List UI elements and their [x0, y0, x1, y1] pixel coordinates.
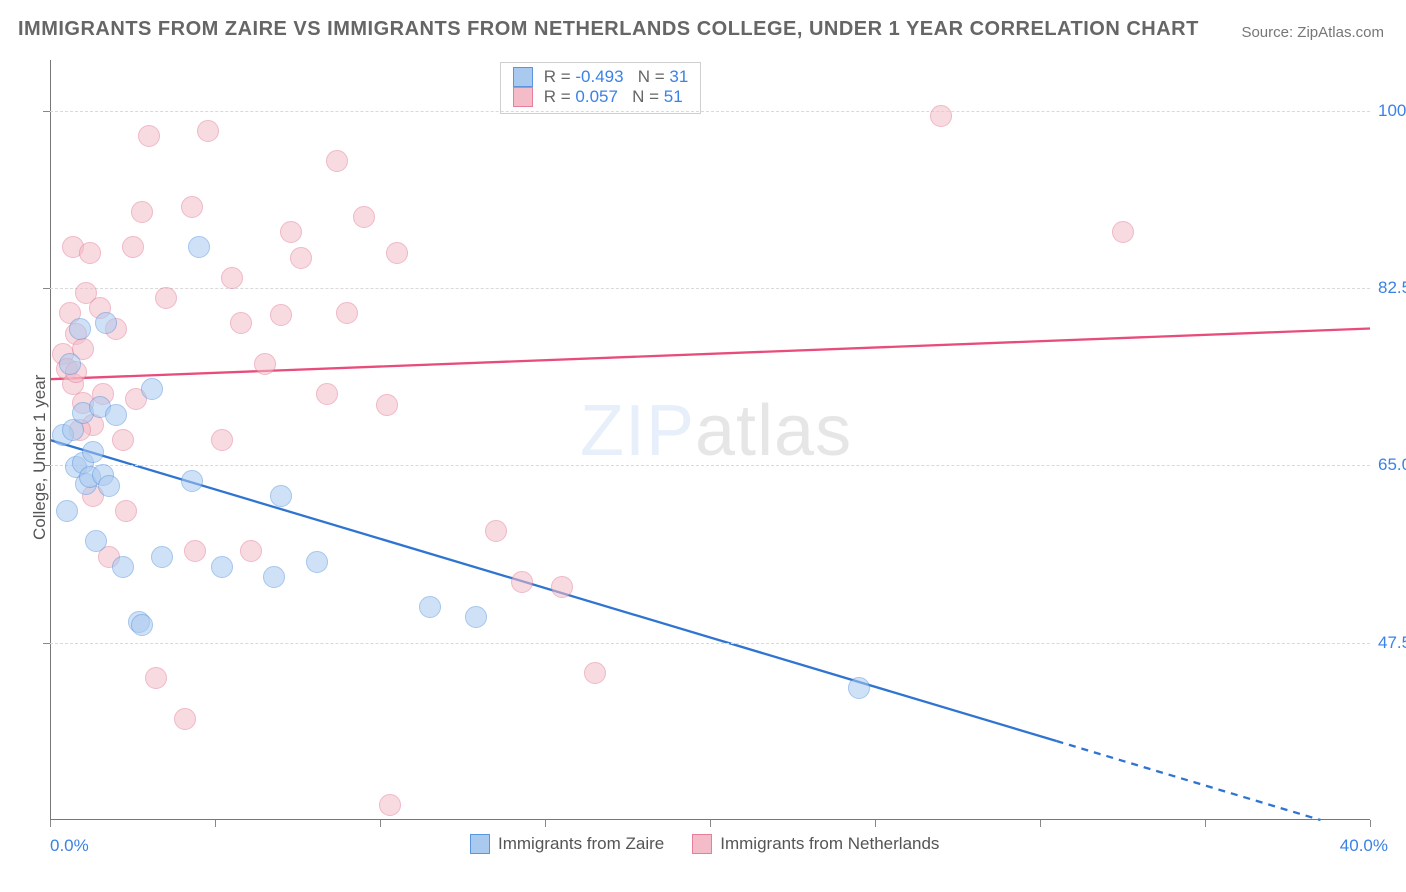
x-tick: [1205, 820, 1206, 827]
gridline-h: [50, 111, 1370, 112]
data-point: [211, 429, 233, 451]
data-point: [122, 236, 144, 258]
gridline-h: [50, 288, 1370, 289]
data-point: [184, 540, 206, 562]
y-tick: [43, 288, 50, 289]
source-label: Source: ZipAtlas.com: [1241, 24, 1384, 41]
x-tick: [1370, 820, 1371, 827]
gridline-h: [50, 465, 1370, 466]
data-point: [56, 500, 78, 522]
x-min-label: 0.0%: [50, 836, 89, 856]
plot-area: ZIPatlas R = -0.493 N = 31 R = 0.057 N =…: [50, 60, 1370, 820]
legend-label: Immigrants from Netherlands: [720, 834, 939, 854]
data-point: [131, 614, 153, 636]
data-point: [131, 201, 153, 223]
legend-bottom: Immigrants from Zaire Immigrants from Net…: [470, 834, 939, 854]
data-point: [485, 520, 507, 542]
legend-stat-text: R = 0.057 N = 51: [539, 87, 683, 107]
legend-label: Immigrants from Zaire: [498, 834, 664, 854]
data-point: [221, 267, 243, 289]
data-point: [848, 677, 870, 699]
data-point: [551, 576, 573, 598]
data-point: [145, 667, 167, 689]
x-tick: [1040, 820, 1041, 827]
legend-stats-box: R = -0.493 N = 31 R = 0.057 N = 51: [500, 62, 701, 114]
data-point: [85, 530, 107, 552]
legend-swatch: [513, 87, 533, 107]
data-point: [174, 708, 196, 730]
data-point: [511, 571, 533, 593]
data-point: [379, 794, 401, 816]
data-point: [98, 475, 120, 497]
data-point: [155, 287, 177, 309]
data-point: [211, 556, 233, 578]
x-tick: [215, 820, 216, 827]
data-point: [138, 125, 160, 147]
data-point: [141, 378, 163, 400]
x-tick: [710, 820, 711, 827]
data-point: [930, 105, 952, 127]
x-tick: [545, 820, 546, 827]
data-point: [59, 353, 81, 375]
legend-swatch: [513, 67, 533, 87]
data-point: [112, 556, 134, 578]
legend-item: Immigrants from Netherlands: [692, 834, 939, 854]
data-point: [336, 302, 358, 324]
y-tick: [43, 111, 50, 112]
data-point: [316, 383, 338, 405]
legend-stat-row: R = 0.057 N = 51: [513, 87, 688, 107]
data-point: [306, 551, 328, 573]
y-axis-line: [50, 60, 51, 820]
y-tick: [43, 643, 50, 644]
y-tick-label: 47.5%: [1378, 633, 1406, 653]
data-point: [95, 312, 117, 334]
legend-swatch: [470, 834, 490, 854]
legend-item: Immigrants from Zaire: [470, 834, 664, 854]
data-point: [254, 353, 276, 375]
x-max-label: 40.0%: [1340, 836, 1388, 856]
data-point: [263, 566, 285, 588]
x-tick: [50, 820, 51, 827]
data-point: [105, 404, 127, 426]
data-point: [188, 236, 210, 258]
data-point: [82, 441, 104, 463]
data-point: [197, 120, 219, 142]
y-tick-label: 100.0%: [1378, 101, 1406, 121]
data-point: [115, 500, 137, 522]
x-tick: [380, 820, 381, 827]
regression-lines: [50, 60, 1370, 820]
data-point: [280, 221, 302, 243]
data-point: [181, 470, 203, 492]
gridline-h: [50, 643, 1370, 644]
data-point: [79, 242, 101, 264]
data-point: [230, 312, 252, 334]
y-tick-label: 65.0%: [1378, 455, 1406, 475]
data-point: [270, 485, 292, 507]
data-point: [112, 429, 134, 451]
data-point: [326, 150, 348, 172]
data-point: [419, 596, 441, 618]
legend-stat-text: R = -0.493 N = 31: [539, 67, 688, 87]
data-point: [465, 606, 487, 628]
y-axis-title: College, Under 1 year: [30, 375, 50, 540]
data-point: [1112, 221, 1134, 243]
data-point: [69, 318, 91, 340]
data-point: [376, 394, 398, 416]
data-point: [290, 247, 312, 269]
data-point: [386, 242, 408, 264]
data-point: [151, 546, 173, 568]
data-point: [240, 540, 262, 562]
data-point: [181, 196, 203, 218]
data-point: [584, 662, 606, 684]
data-point: [353, 206, 375, 228]
x-tick: [875, 820, 876, 827]
legend-stat-row: R = -0.493 N = 31: [513, 67, 688, 87]
y-tick-label: 82.5%: [1378, 278, 1406, 298]
chart-title: IMMIGRANTS FROM ZAIRE VS IMMIGRANTS FROM…: [18, 18, 1199, 41]
data-point: [270, 304, 292, 326]
legend-swatch: [692, 834, 712, 854]
